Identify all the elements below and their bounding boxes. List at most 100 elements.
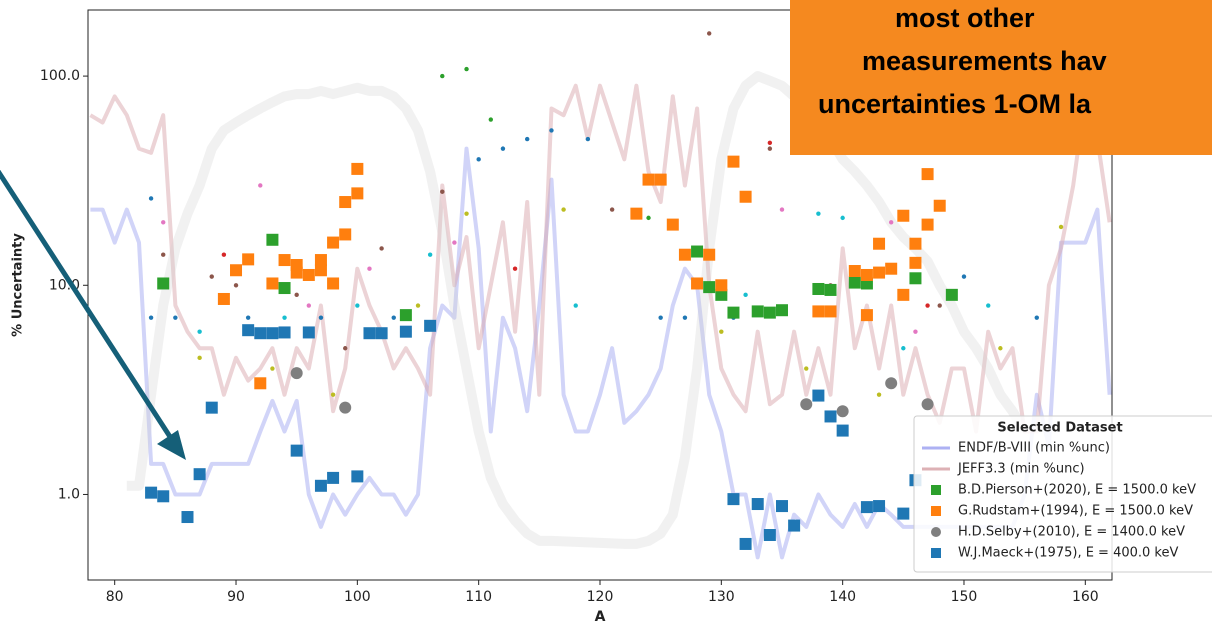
square-marker [242,324,255,337]
x-tick-label: 110 [465,589,492,605]
circle-marker [290,367,303,380]
x-tick-label: 90 [227,589,245,605]
square-marker [278,326,291,339]
y-axis-label: % Uncertainty [11,233,26,337]
square-marker [157,277,170,290]
square-marker [873,500,886,513]
dot-marker [779,207,785,212]
square-marker [897,507,910,520]
square-marker [691,245,704,258]
dot-marker [440,189,445,194]
square-marker [945,288,958,301]
square-marker [848,265,861,278]
dot-marker [961,274,967,279]
dot-marker [209,274,214,279]
legend-label: ENDF/B-VIII (min %unc) [958,441,1110,456]
dot-marker [937,303,942,308]
y-tick-label: 1.0 [58,486,80,502]
dot-marker [294,292,299,298]
x-tick-label: 130 [708,589,735,605]
square-marker [230,264,243,277]
square-marker [339,196,352,209]
square-marker [266,277,279,290]
square-marker [909,237,922,250]
square-marker [278,254,291,267]
dot-marker [148,196,154,201]
square-marker [266,233,279,246]
dot-marker [804,366,809,371]
square-marker [193,468,206,481]
square-marker [921,218,934,231]
dot-marker [512,266,518,271]
square-marker [302,268,315,281]
dot-marker [646,215,651,221]
square-marker [788,519,801,532]
dot-marker [500,146,506,151]
legend-label: H.D.Selby+(2010), E = 1400.0 keV [958,525,1185,540]
square-marker [254,327,267,340]
dot-marker [476,157,481,162]
square-marker [157,490,170,503]
annotation-text: most other [895,3,1035,33]
square-marker [812,282,825,295]
square-marker [751,305,764,318]
dot-marker [161,220,166,225]
square-marker [424,319,437,332]
square-marker [278,282,291,295]
dot-marker [840,215,845,221]
legend-label: JEFF3.3 (min %unc) [957,462,1085,477]
dot-marker [464,66,469,72]
square-marker [654,173,667,186]
x-tick-label: 160 [1072,589,1099,605]
dot-marker [1058,224,1064,230]
square-marker [824,305,837,318]
dot-marker [925,303,930,308]
square-marker [824,410,837,423]
dot-marker [876,392,882,397]
legend-label: B.D.Pierson+(2020), E = 1500.0 keV [958,483,1196,498]
dot-marker [379,246,384,251]
square-marker [666,218,679,231]
dot-marker [427,252,433,257]
square-marker [739,537,752,550]
square-marker [339,228,352,241]
square-marker [727,306,740,319]
dot-marker [743,292,748,298]
dot-marker [1034,315,1039,320]
square-marker [375,327,388,340]
annotation-arrowhead [157,430,186,460]
square-marker [678,248,691,261]
square-marker [775,304,788,317]
square-marker [302,326,315,339]
square-marker [703,281,716,294]
square-marker [314,254,327,267]
dot-marker [816,211,821,216]
annotation-arrow [0,169,179,448]
dot-marker [173,315,178,320]
dot-marker [585,136,591,142]
legend: Selected Dataset ENDF/B-VIII (min %unc) JE… [913,415,1212,573]
square-marker [399,325,412,338]
square-marker [181,511,194,524]
dot-marker [464,211,469,216]
dot-marker [888,220,894,225]
legend-label: G.Rudstam+(1994), E = 1500.0 keV [958,504,1193,519]
circle-marker [885,377,898,390]
square-marker [363,327,376,340]
dot-marker [525,136,530,142]
dot-marker [658,315,663,320]
x-tick-label: 80 [106,589,124,605]
dot-marker [440,73,445,79]
legend-swatch [931,548,941,558]
dot-marker [270,366,275,371]
dot-marker [913,329,918,334]
dot-marker [767,140,773,145]
square-marker [290,266,303,279]
square-marker [885,262,898,275]
dot-marker [318,315,324,320]
y-tick-label: 100.0 [40,68,80,84]
square-marker [739,190,752,203]
square-marker [266,327,279,340]
dot-marker [233,283,239,288]
square-marker [763,529,776,542]
